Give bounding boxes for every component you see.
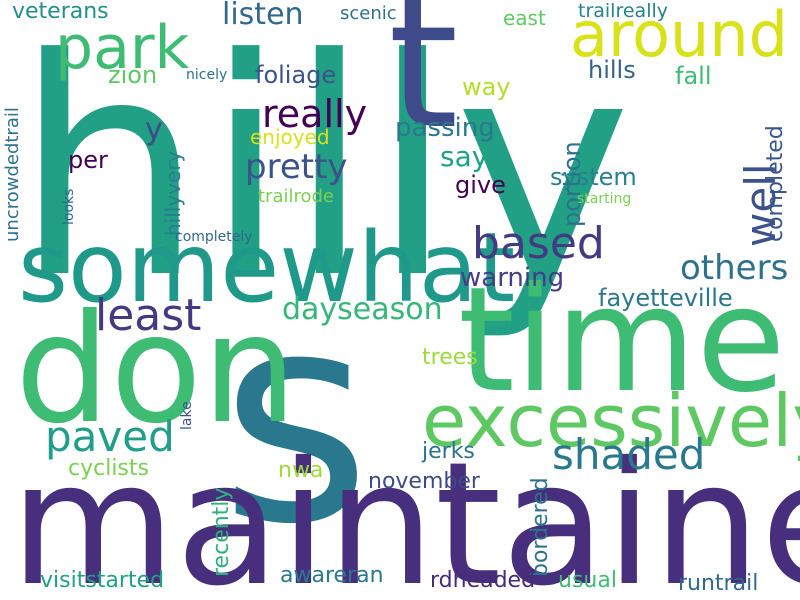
word-don: don xyxy=(15,283,298,457)
word-november: november xyxy=(368,469,480,494)
word-jerks: jerks xyxy=(422,439,475,464)
word-lake: lake xyxy=(179,401,195,430)
word-give: give xyxy=(455,171,506,199)
word-trees: trees xyxy=(422,345,478,370)
word-excessively: excessively xyxy=(422,379,800,463)
word-nicely: nicely xyxy=(186,67,228,83)
word-uncrowdedtrail: uncrowdedtrail xyxy=(2,107,23,242)
word-fayetteville: fayetteville xyxy=(598,284,733,312)
word-trailreally: trailreally xyxy=(578,0,668,22)
word-others: others xyxy=(680,248,789,288)
word-looks: looks xyxy=(61,188,77,225)
word-least: least xyxy=(95,290,202,341)
word-s: s xyxy=(220,251,372,588)
word-pretty: pretty xyxy=(245,147,348,187)
word-cyclists: cyclists xyxy=(68,456,149,481)
word-hills: hills xyxy=(588,56,636,84)
word-say: say xyxy=(440,140,489,173)
word-passing: passing xyxy=(395,113,495,143)
word-per: per xyxy=(68,146,108,174)
word-starting: starting xyxy=(577,191,632,207)
word-dayseason: dayseason xyxy=(282,292,443,327)
word-portion: portion xyxy=(558,141,586,227)
word-t: t xyxy=(388,0,459,169)
word-based: based xyxy=(472,218,605,269)
word-warning: warning xyxy=(460,263,565,293)
word-nwa: nwa xyxy=(278,458,324,483)
word-somewhat: somewhat xyxy=(18,212,516,324)
word-runtrail: runtrail xyxy=(678,571,759,596)
word-completed: completed xyxy=(763,125,788,242)
word-hillyvery: hillyvery xyxy=(161,150,185,236)
word-listen: listen xyxy=(222,0,304,32)
word-hilly: hilly xyxy=(14,0,632,344)
word-shaded: shaded xyxy=(552,430,706,479)
word-usual: usual xyxy=(558,568,617,593)
word-really: really xyxy=(262,92,368,136)
word-visitstarted: visitstarted xyxy=(40,568,165,593)
word-maintained: maintained xyxy=(10,426,800,600)
word-system: system xyxy=(550,163,637,191)
word-park: park xyxy=(55,13,190,83)
word-y: y xyxy=(145,112,163,147)
word-rdheaded: rdheaded xyxy=(430,568,536,593)
word-fall: fall xyxy=(675,62,712,90)
word-enjoyed: enjoyed xyxy=(250,125,330,149)
word-bordered: bordered xyxy=(528,477,553,577)
word-time: time xyxy=(458,256,786,425)
word-trailrode: trailrode xyxy=(258,186,335,207)
word-scenic: scenic xyxy=(340,3,397,24)
word-recently: recently xyxy=(209,487,234,577)
word-veterans: veterans xyxy=(12,0,109,24)
word-completely: completely xyxy=(175,229,253,245)
word-east: east xyxy=(503,6,546,30)
word-awareran: awareran xyxy=(280,563,384,588)
word-zion: zion xyxy=(108,61,158,89)
word-foliage: foliage xyxy=(255,61,337,89)
word-way: way xyxy=(462,73,511,101)
word-around: around xyxy=(570,0,788,71)
word-paved: paved xyxy=(45,412,175,461)
